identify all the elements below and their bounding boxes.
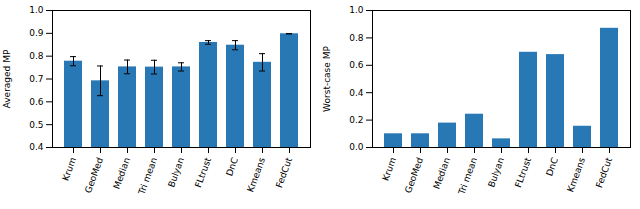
svg-text:0.8: 0.8	[29, 51, 44, 61]
svg-text:Krum: Krum	[60, 156, 78, 182]
svg-text:0.5: 0.5	[29, 120, 43, 130]
svg-text:GeoMed: GeoMed	[403, 156, 425, 194]
svg-text:FLtrust: FLtrust	[513, 156, 533, 189]
svg-text:Bulyan: Bulyan	[486, 156, 506, 188]
svg-text:DnC: DnC	[544, 156, 560, 177]
svg-text:Median: Median	[111, 156, 132, 190]
svg-text:0.6: 0.6	[349, 60, 364, 70]
svg-text:FedCut: FedCut	[594, 156, 614, 189]
svg-text:FLtrust: FLtrust	[193, 156, 213, 189]
svg-text:0.6: 0.6	[29, 97, 44, 107]
svg-text:Tri mean: Tri mean	[456, 156, 479, 197]
svg-text:DnC: DnC	[224, 156, 240, 177]
svg-text:1.0: 1.0	[349, 5, 364, 15]
svg-text:1.0: 1.0	[29, 5, 44, 15]
svg-text:Kmeans: Kmeans	[245, 156, 267, 194]
svg-text:0.2: 0.2	[349, 115, 363, 125]
svg-text:Tri mean: Tri mean	[136, 156, 159, 197]
svg-text:0.4: 0.4	[29, 142, 44, 152]
svg-text:Averaged MP: Averaged MP	[2, 49, 12, 108]
svg-text:0.9: 0.9	[29, 28, 44, 38]
svg-text:Krum: Krum	[380, 156, 398, 182]
svg-text:FedCut: FedCut	[274, 156, 294, 189]
svg-text:Kmeans: Kmeans	[565, 156, 587, 194]
svg-text:Worst-case MP: Worst-case MP	[322, 46, 332, 112]
svg-text:Bulyan: Bulyan	[166, 156, 186, 188]
svg-text:0.0: 0.0	[349, 142, 364, 152]
svg-text:GeoMed: GeoMed	[83, 156, 105, 194]
svg-text:0.8: 0.8	[349, 33, 364, 43]
svg-text:0.7: 0.7	[29, 74, 43, 84]
svg-text:0.4: 0.4	[349, 88, 364, 98]
svg-text:Median: Median	[431, 156, 452, 190]
